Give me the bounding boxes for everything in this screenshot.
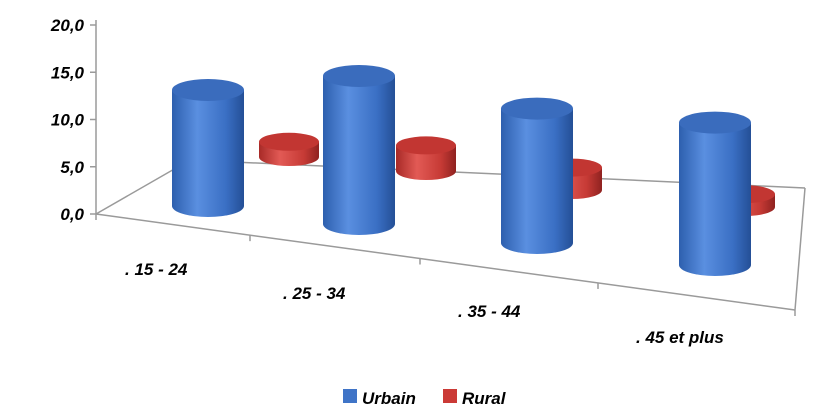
legend-swatch-urbain	[343, 389, 357, 403]
bar-rural-top	[396, 136, 456, 155]
legend-label-urbain: Urbain	[362, 389, 416, 408]
y-tick-label: 20,0	[50, 16, 85, 35]
y-tick-label: 10,0	[51, 111, 85, 130]
bar-urbain-top	[679, 111, 751, 134]
x-tick-label: . 15 - 24	[125, 260, 188, 279]
bar-urbain-top	[501, 97, 573, 120]
bar-urbain	[679, 111, 751, 276]
bars	[172, 65, 775, 276]
y-tick-label: 5,0	[60, 158, 84, 177]
legend-swatch-rural	[443, 389, 457, 403]
bar-rural-top	[259, 132, 319, 151]
bar-rural-body	[396, 145, 456, 180]
x-tick-label: . 35 - 44	[458, 302, 521, 321]
x-tick-label: . 25 - 34	[283, 284, 346, 303]
bar-urbain-top	[323, 65, 395, 87]
bar-urbain	[172, 79, 244, 217]
floor-right-edge	[794, 187, 806, 311]
legend-label-rural: Rural	[462, 389, 507, 408]
bar-urbain-body	[679, 122, 751, 276]
bar-urbain-body	[323, 76, 395, 235]
y-tick-label: 0,0	[60, 205, 84, 224]
x-axis-line	[95, 213, 796, 311]
bar-rural	[259, 132, 319, 166]
bar-urbain-top	[172, 79, 244, 101]
bar-urbain	[323, 65, 395, 235]
x-axis-ticks: . 15 - 24 . 25 - 34 . 35 - 44 . 45 et plus	[95, 214, 796, 347]
bar-rural	[396, 136, 456, 180]
x-tick-label: . 45 et plus	[636, 328, 724, 347]
bar-urbain-body	[172, 90, 244, 217]
bar-urbain	[501, 97, 573, 254]
y-tick-label: 15,0	[51, 63, 85, 82]
y-axis-ticks: 0,0 5,0 10,0 15,0 20,0	[50, 16, 96, 224]
legend: Urbain Rural	[343, 389, 507, 408]
bar-urbain-body	[501, 108, 573, 254]
